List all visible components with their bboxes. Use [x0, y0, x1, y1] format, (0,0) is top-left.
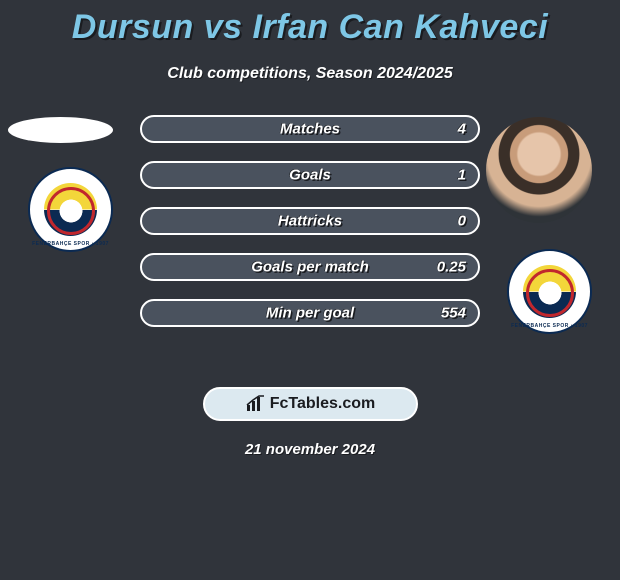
stat-row: Hattricks 0 — [140, 207, 480, 235]
player-left-club-badge: FENERBAHÇE SPOR · 1907 — [28, 167, 113, 252]
stat-row: Goals 1 — [140, 161, 480, 189]
date-text: 21 november 2024 — [0, 441, 620, 458]
comparison-stage: FENERBAHÇE SPOR · 1907 FENERBAHÇE SPOR ·… — [0, 109, 620, 369]
badge-text: FENERBAHÇE SPOR · 1907 — [30, 241, 111, 247]
player-left-avatar — [8, 117, 113, 143]
stat-label: Min per goal — [266, 305, 354, 322]
stat-row: Matches 4 — [140, 115, 480, 143]
stat-label: Goals per match — [251, 259, 369, 276]
stat-label: Hattricks — [278, 213, 342, 230]
player-right-club-badge: FENERBAHÇE SPOR · 1907 — [507, 249, 592, 334]
badge-text: FENERBAHÇE SPOR · 1907 — [509, 323, 590, 329]
brand-pill: FcTables.com — [203, 387, 418, 421]
stat-label: Matches — [280, 121, 340, 138]
stat-value: 1 — [458, 167, 466, 184]
stat-value: 0.25 — [437, 259, 466, 276]
stat-value: 0 — [458, 213, 466, 230]
stat-row: Min per goal 554 — [140, 299, 480, 327]
brand-text: FcTables.com — [270, 395, 376, 413]
bar-chart-icon — [245, 395, 267, 413]
subtitle: Club competitions, Season 2024/2025 — [0, 65, 620, 83]
stat-rows: Matches 4 Goals 1 Hattricks 0 Goals per … — [140, 115, 480, 345]
stat-row: Goals per match 0.25 — [140, 253, 480, 281]
page-title: Dursun vs Irfan Can Kahveci — [0, 0, 620, 47]
stat-value: 554 — [441, 305, 466, 322]
stat-label: Goals — [289, 167, 331, 184]
stat-value: 4 — [458, 121, 466, 138]
player-right-avatar — [486, 117, 592, 223]
